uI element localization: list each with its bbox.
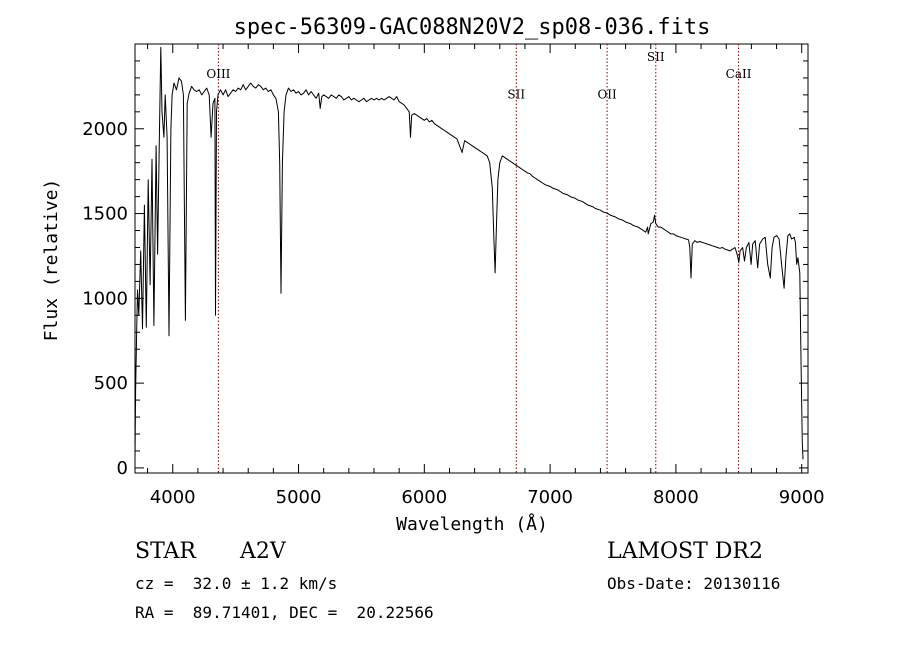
- x-tick-label: 9000: [779, 487, 825, 508]
- line-marker-label: SII: [647, 50, 665, 64]
- line-marker-label: CaII: [726, 67, 752, 81]
- y-tick-label: 0: [117, 458, 128, 479]
- obs-date: Obs-Date: 20130116: [607, 574, 781, 593]
- y-tick-label: 500: [94, 373, 128, 394]
- x-tick-label: 7000: [527, 487, 573, 508]
- x-tick-label: 5000: [276, 487, 322, 508]
- x-tick-label: 4000: [150, 487, 196, 508]
- y-axis-label: Flux (relative): [41, 179, 62, 342]
- plot-frame: [134, 43, 809, 474]
- object-type: STAR: [135, 539, 196, 564]
- y-tick-label: 1000: [82, 288, 128, 309]
- line-marker-label: OIII: [206, 67, 230, 81]
- spectrum-line: [134, 46, 804, 460]
- redshift-value: cz = 32.0 ± 1.2 km/s: [135, 574, 338, 593]
- x-tick-label: 6000: [401, 487, 447, 508]
- chart-title: spec-56309-GAC088N20V2_sp08-036.fits: [234, 15, 711, 40]
- x-tick-label: 8000: [653, 487, 699, 508]
- spectral-class: A2V: [240, 539, 286, 564]
- coordinates: RA = 89.71401, DEC = 20.22566: [135, 603, 434, 622]
- y-tick-label: 2000: [82, 119, 128, 140]
- y-tick-label: 1500: [82, 204, 128, 225]
- survey-name: LAMOST DR2: [607, 539, 763, 564]
- line-marker-label: SII: [507, 87, 525, 101]
- x-axis-label: Wavelength (Å): [396, 513, 548, 535]
- line-marker-label: OII: [597, 87, 617, 101]
